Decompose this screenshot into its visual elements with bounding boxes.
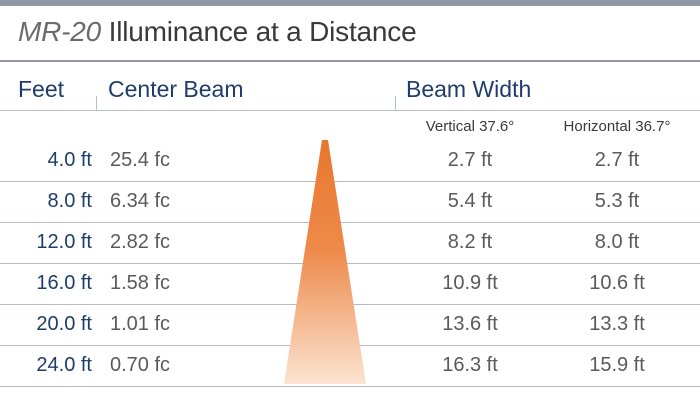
header-feet: Feet [18, 76, 65, 102]
header-divider-tick [395, 96, 396, 110]
horizontal-width-cell: 5.3 ft [594, 190, 640, 212]
feet-cell: 8.0 ft [47, 190, 92, 212]
vertical-width-cell: 13.6 ft [442, 313, 498, 335]
row-divider [0, 222, 700, 223]
table-row: 4.0 ft 25.4 fc 2.7 ft 2.7 ft [0, 140, 700, 182]
center-beam-cell: 2.82 fc [110, 231, 171, 253]
table-row: 12.0 ft 2.82 fc 8.2 ft 8.0 ft [0, 222, 700, 264]
header-beam-width: Beam Width [406, 76, 532, 102]
center-beam-cell: 0.70 fc [110, 354, 171, 376]
vertical-width-cell: 5.4 ft [447, 190, 493, 212]
center-beam-cell: 6.34 fc [110, 190, 171, 212]
vertical-width-cell: 16.3 ft [442, 354, 498, 376]
light-beam-graphic [284, 140, 366, 384]
horizontal-width-cell: 15.9 ft [589, 354, 645, 376]
title-divider [0, 60, 700, 62]
header-divider [0, 110, 700, 111]
table-row: 8.0 ft 6.34 fc 5.4 ft 5.3 ft [0, 181, 700, 223]
row-divider [0, 386, 700, 387]
feet-cell: 12.0 ft [36, 231, 92, 253]
feet-cell: 4.0 ft [47, 149, 92, 171]
subheader-vertical: Vertical 37.6° [425, 118, 515, 135]
center-beam-cell: 1.01 fc [110, 313, 171, 335]
horizontal-width-cell: 8.0 ft [594, 231, 640, 253]
title-text: Illuminance at a Distance [108, 16, 417, 47]
center-beam-cell: 25.4 fc [110, 149, 171, 171]
subheader-horizontal: Horizontal 36.7° [563, 118, 671, 135]
feet-cell: 20.0 ft [36, 313, 92, 335]
center-beam-cell: 1.58 fc [110, 272, 171, 294]
top-bar [0, 0, 700, 6]
feet-cell: 24.0 ft [36, 354, 92, 376]
horizontal-width-cell: 13.3 ft [589, 313, 645, 335]
table-row: 16.0 ft 1.58 fc 10.9 ft 10.6 ft [0, 263, 700, 305]
horizontal-width-cell: 10.6 ft [589, 272, 645, 294]
title-model: MR-20 [18, 16, 102, 47]
row-divider [0, 263, 700, 264]
horizontal-width-cell: 2.7 ft [594, 149, 640, 171]
feet-cell: 16.0 ft [36, 272, 92, 294]
header-divider-tick [96, 96, 97, 110]
vertical-width-cell: 10.9 ft [442, 272, 498, 294]
vertical-width-cell: 2.7 ft [447, 149, 493, 171]
page-title: MR-20 Illuminance at a Distance [18, 16, 417, 48]
beam-cone [284, 140, 366, 384]
vertical-width-cell: 8.2 ft [447, 231, 493, 253]
header-center-beam: Center Beam [108, 76, 244, 102]
table-row: 24.0 ft 0.70 fc 16.3 ft 15.9 ft [0, 345, 700, 387]
row-divider [0, 181, 700, 182]
